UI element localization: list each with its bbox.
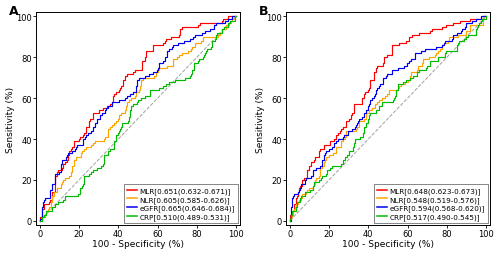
- X-axis label: 100 - Specificity (%): 100 - Specificity (%): [92, 240, 184, 248]
- Legend: MLR[0.651(0.632-0.671)], NLR[0.605(0.585-0.626)], eGFR[0.665(0.646-0.684)], CRP[: MLR[0.651(0.632-0.671)], NLR[0.605(0.585…: [124, 185, 238, 223]
- Y-axis label: Sensitivity (%): Sensitivity (%): [6, 86, 15, 152]
- X-axis label: 100 - Specificity (%): 100 - Specificity (%): [342, 240, 434, 248]
- Y-axis label: Sensitivity (%): Sensitivity (%): [256, 86, 264, 152]
- Text: A: A: [10, 5, 19, 18]
- Text: B: B: [260, 5, 269, 18]
- Legend: MLR[0.648(0.623-0.673)], NLR[0.548(0.519-0.576)], eGFR[0.594(0.568-0.620)], CRP[: MLR[0.648(0.623-0.673)], NLR[0.548(0.519…: [374, 185, 488, 223]
